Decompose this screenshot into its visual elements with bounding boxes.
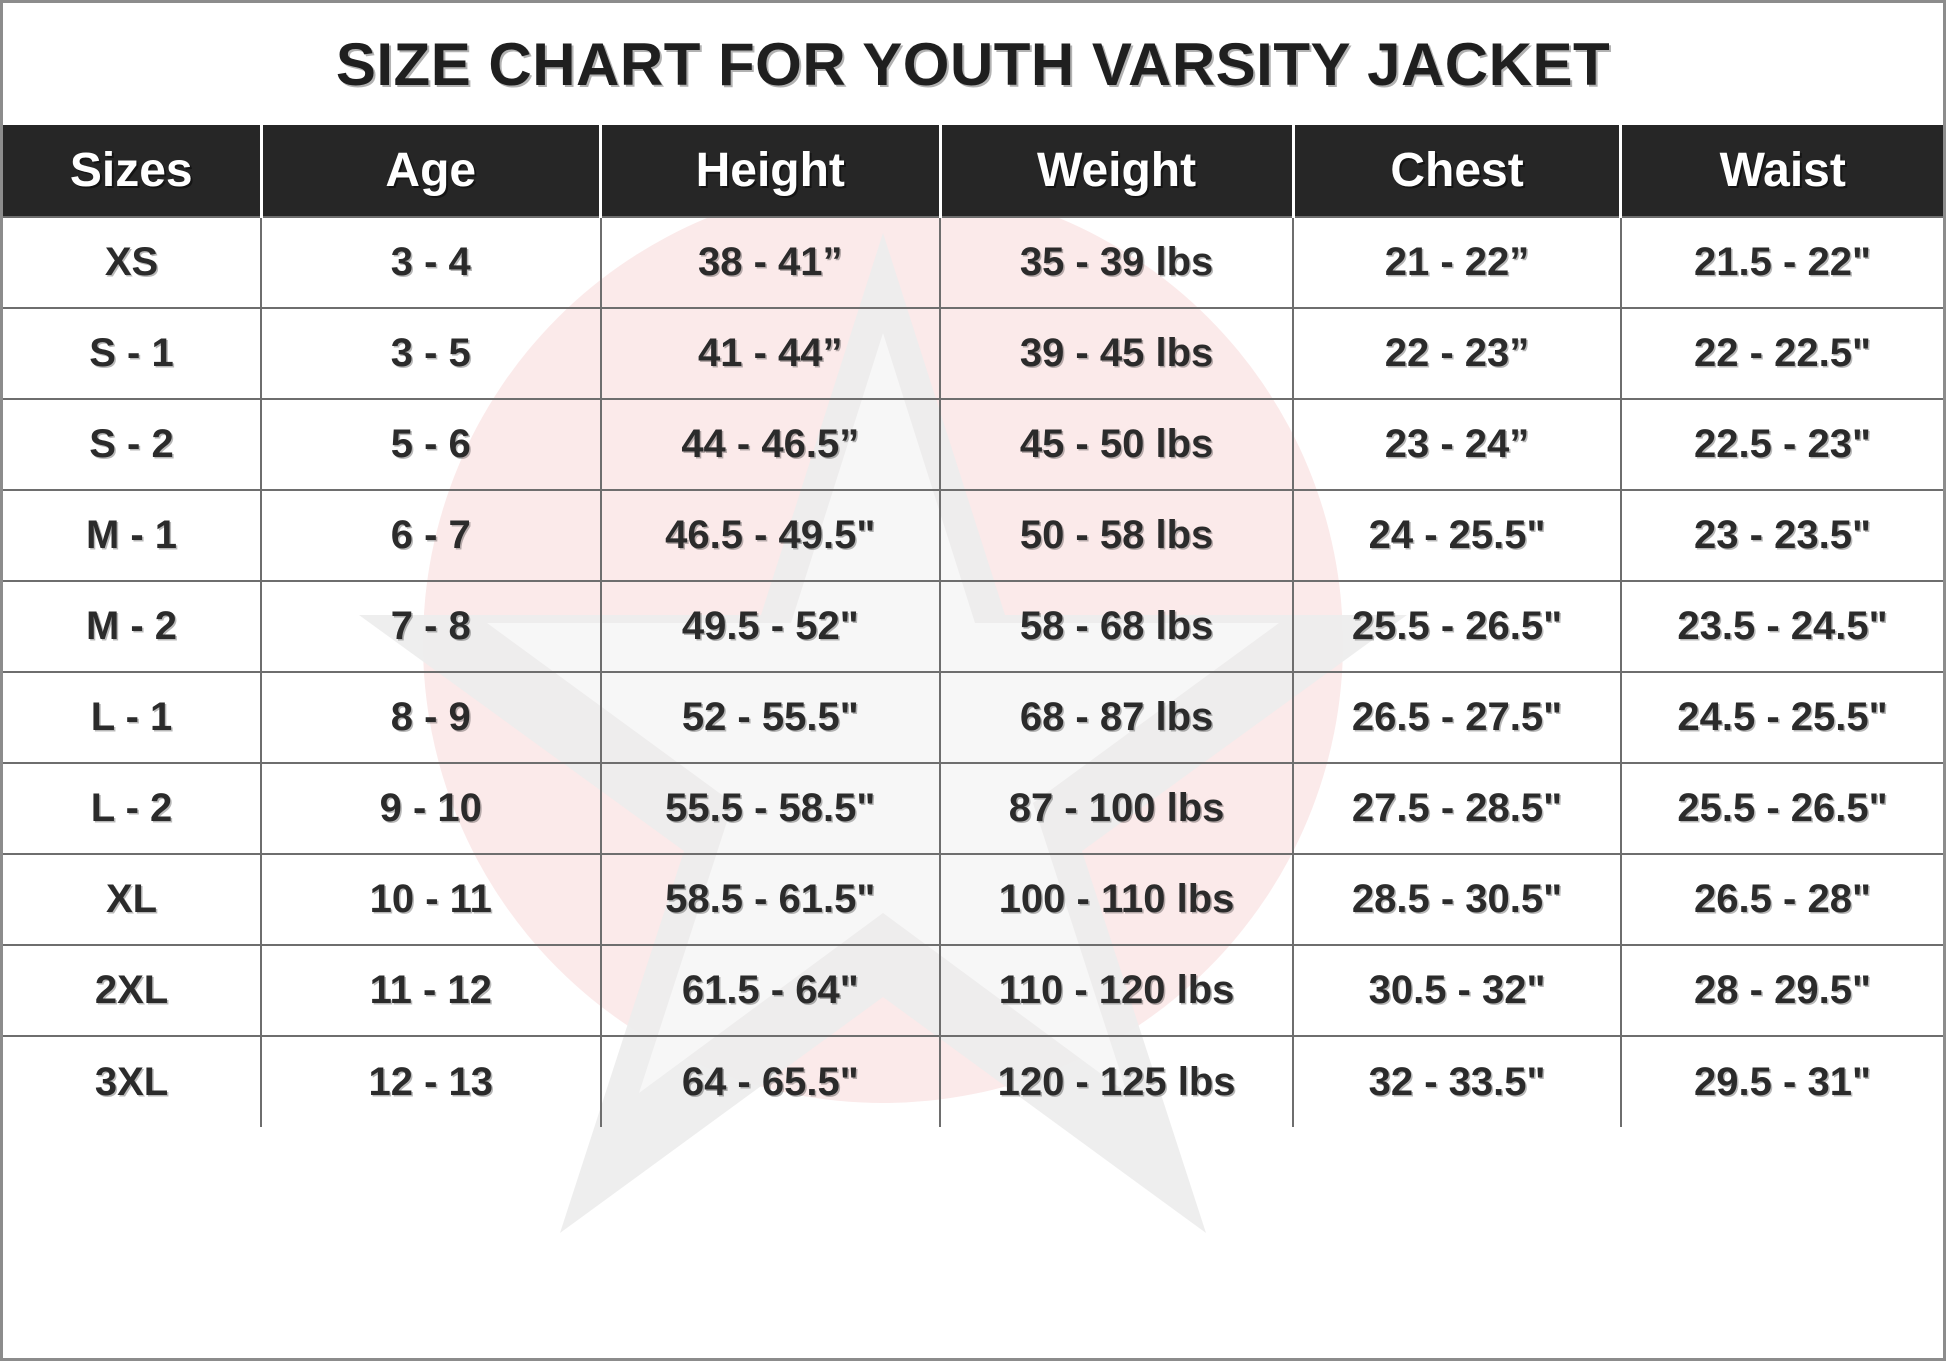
cell-size: S - 1 xyxy=(3,307,263,400)
cell-waist: 26.5 - 28" xyxy=(1619,853,1943,946)
table-header-row: Sizes Age Height Weight Chest Waist xyxy=(3,125,1943,217)
cell-chest: 32 - 33.5" xyxy=(1292,1035,1622,1127)
cell-waist: 22 - 22.5" xyxy=(1619,307,1943,400)
cell-waist: 29.5 - 31" xyxy=(1619,1035,1943,1127)
cell-size: S - 2 xyxy=(3,398,263,491)
table-header: Sizes Age Height Weight Chest Waist xyxy=(3,125,1943,217)
table-row: L - 1 8 - 9 52 - 55.5" 68 - 87 lbs 26.5 … xyxy=(3,671,1943,764)
cell-size: XS xyxy=(3,216,263,309)
cell-waist: 24.5 - 25.5" xyxy=(1619,671,1943,764)
cell-age: 9 - 10 xyxy=(260,762,602,855)
table-row: M - 1 6 - 7 46.5 - 49.5" 50 - 58 lbs 24 … xyxy=(3,489,1943,582)
cell-chest: 30.5 - 32" xyxy=(1292,944,1622,1037)
cell-size: XL xyxy=(3,853,263,946)
size-chart-table: Sizes Age Height Weight Chest Waist XS 3… xyxy=(3,125,1943,1127)
cell-age: 3 - 4 xyxy=(260,216,602,309)
cell-height: 44 - 46.5” xyxy=(599,398,942,491)
cell-size: 3XL xyxy=(3,1035,263,1127)
cell-chest: 21 - 22” xyxy=(1292,216,1622,309)
cell-chest: 23 - 24” xyxy=(1292,398,1622,491)
column-header-waist: Waist xyxy=(1619,125,1943,217)
cell-age: 6 - 7 xyxy=(260,489,602,582)
cell-chest: 24 - 25.5" xyxy=(1292,489,1622,582)
cell-height: 41 - 44” xyxy=(599,307,942,400)
cell-weight: 58 - 68 lbs xyxy=(939,580,1295,673)
cell-chest: 25.5 - 26.5" xyxy=(1292,580,1622,673)
cell-weight: 100 - 110 lbs xyxy=(939,853,1295,946)
cell-weight: 87 - 100 lbs xyxy=(939,762,1295,855)
table-row: S - 1 3 - 5 41 - 44” 39 - 45 lbs 22 - 23… xyxy=(3,307,1943,400)
cell-waist: 23 - 23.5" xyxy=(1619,489,1943,582)
cell-height: 46.5 - 49.5" xyxy=(599,489,942,582)
cell-age: 12 - 13 xyxy=(260,1035,602,1127)
cell-size: L - 1 xyxy=(3,671,263,764)
column-header-sizes: Sizes xyxy=(3,125,263,217)
column-header-weight: Weight xyxy=(938,125,1295,217)
cell-age: 10 - 11 xyxy=(260,853,602,946)
cell-age: 3 - 5 xyxy=(260,307,602,400)
cell-weight: 68 - 87 lbs xyxy=(939,671,1295,764)
cell-weight: 39 - 45 lbs xyxy=(939,307,1295,400)
cell-size: L - 2 xyxy=(3,762,263,855)
cell-chest: 27.5 - 28.5" xyxy=(1292,762,1622,855)
cell-size: M - 1 xyxy=(3,489,263,582)
cell-weight: 110 - 120 lbs xyxy=(939,944,1295,1037)
column-header-height: Height xyxy=(599,125,942,217)
column-header-chest: Chest xyxy=(1291,125,1623,217)
cell-height: 38 - 41” xyxy=(599,216,942,309)
cell-size: M - 2 xyxy=(3,580,263,673)
cell-waist: 25.5 - 26.5" xyxy=(1619,762,1943,855)
cell-waist: 21.5 - 22" xyxy=(1619,216,1943,309)
cell-height: 52 - 55.5" xyxy=(599,671,942,764)
table-row: XL 10 - 11 58.5 - 61.5" 100 - 110 lbs 28… xyxy=(3,853,1943,946)
page-title: SIZE CHART FOR YOUTH VARSITY JACKET xyxy=(335,30,1611,98)
cell-size: 2XL xyxy=(3,944,263,1037)
column-header-age: Age xyxy=(259,125,603,217)
cell-waist: 22.5 - 23" xyxy=(1619,398,1943,491)
cell-height: 55.5 - 58.5" xyxy=(599,762,942,855)
table-body: XS 3 - 4 38 - 41” 35 - 39 lbs 21 - 22” 2… xyxy=(3,216,1943,1127)
cell-height: 64 - 65.5" xyxy=(599,1035,942,1127)
table-row: 2XL 11 - 12 61.5 - 64" 110 - 120 lbs 30.… xyxy=(3,944,1943,1037)
cell-weight: 35 - 39 lbs xyxy=(939,216,1295,309)
table-row: S - 2 5 - 6 44 - 46.5” 45 - 50 lbs 23 - … xyxy=(3,398,1943,491)
chart-title-bar: SIZE CHART FOR YOUTH VARSITY JACKET xyxy=(3,3,1943,125)
cell-height: 61.5 - 64" xyxy=(599,944,942,1037)
cell-chest: 28.5 - 30.5" xyxy=(1292,853,1622,946)
cell-waist: 28 - 29.5" xyxy=(1619,944,1943,1037)
table-row: M - 2 7 - 8 49.5 - 52" 58 - 68 lbs 25.5 … xyxy=(3,580,1943,673)
table-row: L - 2 9 - 10 55.5 - 58.5" 87 - 100 lbs 2… xyxy=(3,762,1943,855)
cell-weight: 120 - 125 lbs xyxy=(939,1035,1295,1127)
cell-waist: 23.5 - 24.5" xyxy=(1619,580,1943,673)
table-row: XS 3 - 4 38 - 41” 35 - 39 lbs 21 - 22” 2… xyxy=(3,216,1943,309)
cell-age: 8 - 9 xyxy=(260,671,602,764)
cell-chest: 26.5 - 27.5" xyxy=(1292,671,1622,764)
cell-age: 5 - 6 xyxy=(260,398,602,491)
cell-height: 58.5 - 61.5" xyxy=(599,853,942,946)
cell-chest: 22 - 23” xyxy=(1292,307,1622,400)
table-row: 3XL 12 - 13 64 - 65.5" 120 - 125 lbs 32 … xyxy=(3,1035,1943,1127)
cell-weight: 45 - 50 lbs xyxy=(939,398,1295,491)
cell-age: 11 - 12 xyxy=(260,944,602,1037)
cell-height: 49.5 - 52" xyxy=(599,580,942,673)
cell-weight: 50 - 58 lbs xyxy=(939,489,1295,582)
cell-age: 7 - 8 xyxy=(260,580,602,673)
